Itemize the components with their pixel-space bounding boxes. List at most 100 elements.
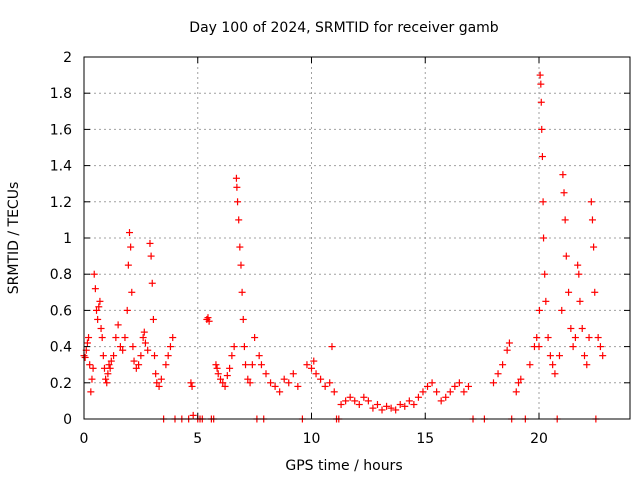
data-point [135,361,143,369]
data-point [104,370,112,378]
data-point [585,334,593,342]
x-tick-label: 20 [530,431,548,447]
data-point [153,379,161,387]
data-point [512,388,520,396]
y-tick-label: 0.8 [50,267,72,283]
data-point [213,364,221,372]
data-point [114,321,122,329]
data-point [90,270,98,278]
data-point [533,334,541,342]
data-point [234,198,242,206]
data-point [541,270,549,278]
data-point [569,343,577,351]
data-point [499,361,507,369]
data-point [428,379,436,387]
data-point [337,401,345,409]
data-point [89,364,97,372]
data-point [561,216,569,224]
data-point [236,243,244,251]
data-point [235,216,243,224]
data-point [546,352,554,360]
data-point [105,361,113,369]
data-point [542,297,550,305]
data-point [310,357,318,365]
chart-title: Day 100 of 2024, SRMTID for receiver gam… [189,20,499,36]
y-tick-label: 1 [63,231,72,247]
data-point [369,404,377,412]
data-point [378,406,386,414]
data-point [575,270,583,278]
data-point [119,346,127,354]
data-point [257,361,265,369]
data-point [140,328,148,336]
data-point [535,343,543,351]
data-point [223,372,231,380]
data-point [262,370,270,378]
data-point [549,361,557,369]
data-point [537,98,545,106]
data-point [95,303,103,311]
data-point [204,314,212,322]
data-point [162,361,170,369]
data-point [155,382,163,390]
data-point [110,352,118,360]
data-point [152,370,160,378]
data-point [405,397,413,405]
y-tick-label: 0 [63,412,72,428]
data-point [455,379,463,387]
x-axis-title: GPS time / hours [285,458,402,474]
data-point [424,382,432,390]
data-point [280,375,288,383]
data-point [437,397,445,405]
data-point [373,401,381,409]
data-point [396,401,404,409]
data-point [148,279,156,287]
data-point [85,334,93,342]
data-point [346,393,354,401]
data-point [112,334,120,342]
data-point [124,261,132,269]
data-point [126,229,133,237]
data-point [535,306,543,314]
y-tick-label: 0.4 [50,340,72,356]
data-point [129,343,137,351]
data-point [574,261,582,269]
data-point [164,352,172,360]
data-point [91,285,99,293]
data-point [239,315,247,323]
data-point [317,375,325,383]
data-point [93,306,101,314]
data-point [221,382,229,390]
data-point [464,382,472,390]
data-point [537,80,545,88]
data-point [401,402,409,410]
data-point [99,352,107,360]
data-point [232,174,240,182]
data-point [233,183,241,191]
x-tick-label: 15 [416,431,434,447]
data-point [267,379,275,387]
data-point [217,375,224,383]
data-point [251,334,259,342]
data-point [558,306,566,314]
data-point [562,252,570,260]
data-point [169,334,177,342]
data-point [599,352,607,360]
data-point [276,388,284,396]
data-point [559,171,567,179]
data-point [103,379,111,387]
x-tick-label: 5 [193,431,202,447]
data-point [503,346,511,354]
data-point [212,361,220,369]
data-point [96,297,104,305]
data-point [205,317,213,325]
data-point [326,379,334,387]
data-point [187,379,195,387]
data-point [116,343,124,351]
data-point [567,325,575,332]
data-point [97,325,105,332]
data-point [230,343,238,351]
data-point [517,375,525,383]
data-point [544,334,552,342]
